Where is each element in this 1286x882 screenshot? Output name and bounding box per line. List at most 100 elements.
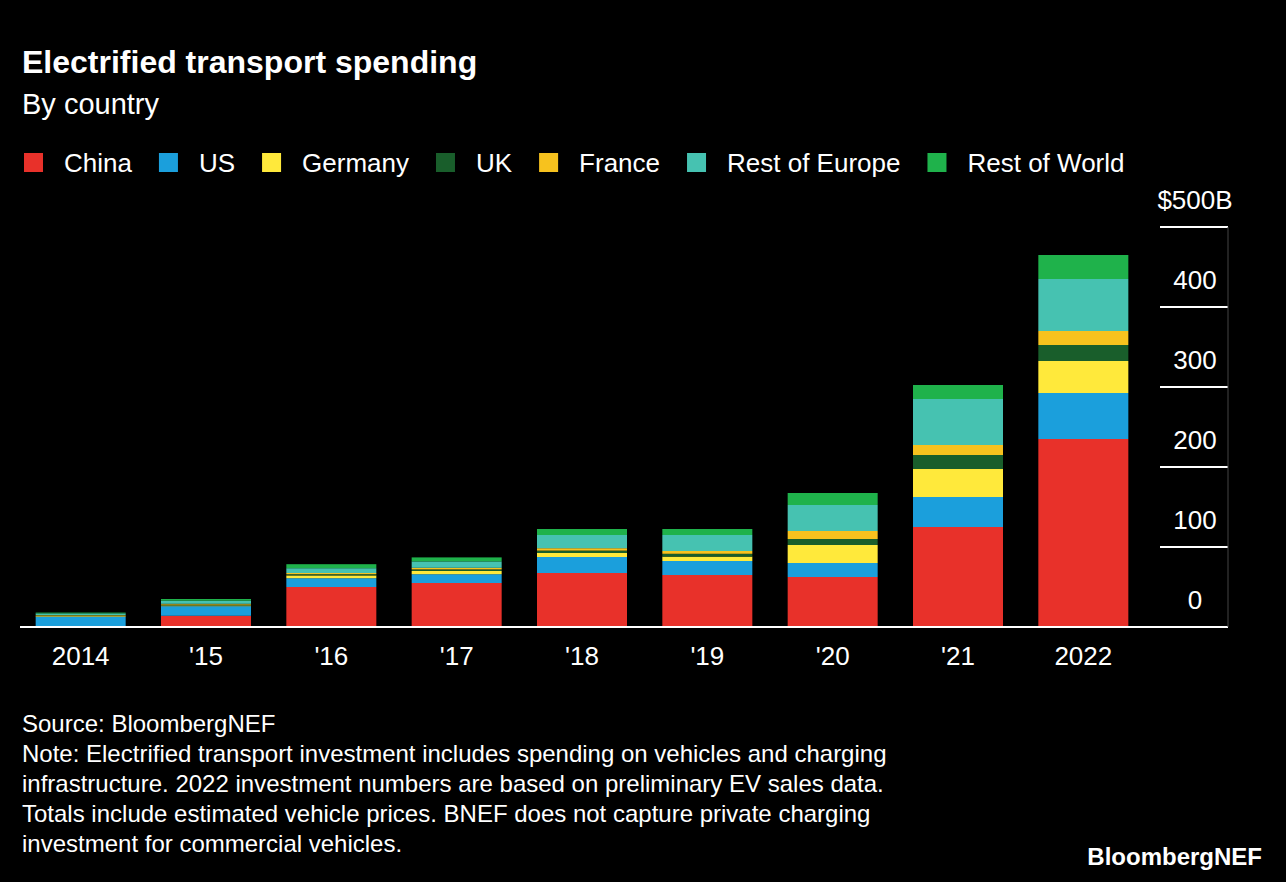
legend-label: UK xyxy=(476,148,513,178)
bar-segment xyxy=(36,615,126,616)
y-tick xyxy=(1160,226,1228,228)
legend-label: Germany xyxy=(302,148,409,178)
y-tick-label: 0 xyxy=(1188,585,1202,615)
x-tick-label: '15 xyxy=(189,641,223,671)
y-tick xyxy=(1160,386,1228,388)
y-axis-line xyxy=(1228,227,1229,627)
bar-segment xyxy=(286,568,376,573)
y-tick-label: 400 xyxy=(1173,265,1216,295)
bar-segment xyxy=(662,535,752,551)
legend: China US Germany UK France Rest of Europe Rest… xyxy=(24,148,1124,178)
bar-segment xyxy=(913,455,1003,469)
bar-segment xyxy=(537,557,627,573)
legend-swatch xyxy=(927,153,946,172)
bar-segment xyxy=(412,571,502,574)
bar-segment xyxy=(286,575,376,578)
x-tick-label: '16 xyxy=(314,641,348,671)
legend-label: China xyxy=(64,148,132,178)
bar-segment xyxy=(788,539,878,545)
bar-segment xyxy=(788,505,878,531)
legend-swatch xyxy=(159,153,178,172)
bar-segment xyxy=(788,493,878,505)
bar-segment xyxy=(662,561,752,575)
bar-segment xyxy=(161,606,251,616)
x-axis-line xyxy=(20,626,1218,628)
x-tick-label: 2014 xyxy=(52,641,110,671)
note: Totals include estimated vehicle prices.… xyxy=(22,800,870,827)
bar-segment xyxy=(412,561,502,567)
y-tick xyxy=(1160,546,1228,548)
bar-segment xyxy=(788,531,878,539)
bar-segment xyxy=(286,578,376,587)
legend-label: Rest of World xyxy=(967,148,1124,178)
bar-segment xyxy=(36,615,126,617)
bar-segment xyxy=(286,587,376,627)
bar-segment xyxy=(1038,361,1128,393)
bar-segment xyxy=(161,599,251,601)
bar-segment xyxy=(286,573,376,574)
y-tick xyxy=(1160,306,1228,308)
y-tick-label: 200 xyxy=(1173,425,1216,455)
bar-segment xyxy=(412,583,502,627)
bar-segment xyxy=(1038,279,1128,331)
bar-segment xyxy=(662,575,752,627)
bar-segment xyxy=(1038,393,1128,439)
x-tick-label: '20 xyxy=(816,641,850,671)
bars xyxy=(36,255,1129,627)
legend-swatch xyxy=(687,153,706,172)
bar-segment xyxy=(537,553,627,557)
y-tick-label: 300 xyxy=(1173,345,1216,375)
bar-segment xyxy=(537,548,627,550)
bar-segment xyxy=(662,529,752,535)
bar-segment xyxy=(913,497,1003,527)
x-tick-label: '18 xyxy=(565,641,599,671)
bar-segment xyxy=(161,601,251,604)
bar-segment xyxy=(788,577,878,627)
bar-segment xyxy=(36,617,126,627)
bar-segment xyxy=(1038,331,1128,345)
background xyxy=(0,0,1286,882)
bar-segment xyxy=(662,557,752,561)
x-tick-label: 2022 xyxy=(1054,641,1112,671)
bar-segment xyxy=(161,605,251,607)
bar-segment xyxy=(286,574,376,575)
y-tick xyxy=(1160,466,1228,468)
bar-segment xyxy=(412,574,502,583)
legend-label: US xyxy=(199,148,235,178)
bar-segment xyxy=(1038,345,1128,361)
bar-segment xyxy=(913,385,1003,399)
bar-segment xyxy=(913,399,1003,445)
bar-segment xyxy=(1038,439,1128,627)
x-tick-label: '17 xyxy=(440,641,474,671)
note: Note: Electrified transport investment i… xyxy=(22,740,887,767)
bar-segment xyxy=(412,569,502,571)
y-tick-label: 100 xyxy=(1173,505,1216,535)
subtitle: By country xyxy=(22,88,159,120)
bar-segment xyxy=(36,612,126,614)
bar-segment xyxy=(537,529,627,535)
bar-segment xyxy=(537,551,627,553)
x-tick-label: '21 xyxy=(941,641,975,671)
bar-segment xyxy=(36,613,126,615)
chart: Electrified transport spending By country… xyxy=(0,0,1286,882)
legend-swatch xyxy=(539,153,558,172)
bar-segment xyxy=(537,535,627,548)
bar-segment xyxy=(913,527,1003,627)
bar-segment xyxy=(412,568,502,570)
legend-label: France xyxy=(579,148,660,178)
bar-segment xyxy=(913,469,1003,497)
bar-segment xyxy=(286,564,376,568)
x-tick-label: '19 xyxy=(690,641,724,671)
legend-swatch xyxy=(24,153,43,172)
note: infrastructure. 2022 investment numbers … xyxy=(22,770,884,797)
bar-segment xyxy=(788,563,878,577)
bar-segment xyxy=(1038,255,1128,279)
title: Electrified transport spending xyxy=(22,44,477,80)
legend-label: Rest of Europe xyxy=(727,148,900,178)
note: investment for commercial vehicles. xyxy=(22,830,402,857)
bar-segment xyxy=(788,545,878,563)
y-tick-label: $500B xyxy=(1157,185,1232,215)
legend-swatch xyxy=(262,153,281,172)
bar-segment xyxy=(662,551,752,554)
bar-segment xyxy=(412,557,502,561)
